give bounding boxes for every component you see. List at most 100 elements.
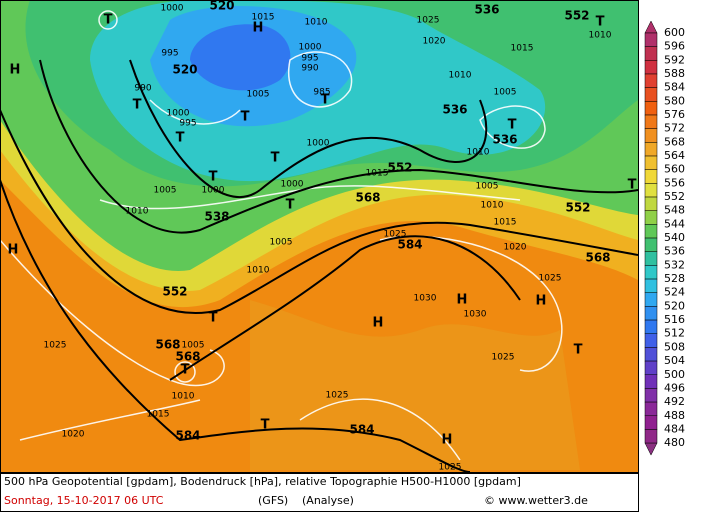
colorbar-label: 540 [664, 231, 685, 244]
colorbar-label: 520 [664, 299, 685, 312]
pressure-center: T [176, 131, 185, 146]
colorbar-label: 588 [664, 67, 685, 80]
caption-credit: © www.wetter3.de [484, 494, 588, 507]
pressure-center: H [536, 294, 547, 309]
colorbar-label: 568 [664, 135, 685, 148]
colorbar-swatch [644, 210, 658, 225]
geopotential-label: 536 [492, 133, 517, 147]
geopotential-label: 568 [585, 251, 610, 265]
colorbar-swatch [644, 196, 658, 211]
pressure-label: 1005 [247, 90, 270, 100]
pressure-label: 1025 [439, 463, 462, 473]
colorbar-label: 524 [664, 286, 685, 299]
pressure-center: H [8, 243, 19, 258]
colorbar-label: 484 [664, 422, 685, 435]
pressure-label: 1025 [492, 353, 515, 363]
geopotential-label: 584 [397, 238, 422, 252]
caption-date: Sonntag, 15-10-2017 06 UTC [4, 494, 164, 507]
pressure-center: T [209, 311, 218, 326]
pressure-center: T [261, 418, 270, 433]
pressure-label: 1000 [307, 139, 330, 149]
pressure-label: 1010 [467, 148, 490, 158]
pressure-center: T [241, 110, 250, 125]
pressure-center: T [321, 93, 330, 108]
colorbar-swatch [644, 128, 658, 143]
geopotential-label: 584 [175, 429, 200, 443]
pressure-label: 1020 [62, 430, 85, 440]
pressure-label: 1005 [182, 341, 205, 351]
colorbar-swatch [644, 224, 658, 239]
colorbar-label: 500 [664, 368, 685, 381]
colorbar-swatch [644, 114, 658, 129]
pressure-label: 1000 [161, 4, 184, 14]
pressure-label: 1010 [449, 71, 472, 81]
pressure-center: T [181, 363, 190, 378]
geopotential-label: 568 [155, 338, 180, 352]
geopotential-label: 568 [355, 191, 380, 205]
colorbar-swatch [644, 169, 658, 184]
pressure-label: 1010 [172, 392, 195, 402]
pressure-center: H [373, 316, 384, 331]
pressure-label: 1000 [281, 180, 304, 190]
colorbar-label: 492 [664, 395, 685, 408]
colorbar-label: 572 [664, 122, 685, 135]
colorbar-label: 516 [664, 313, 685, 326]
pressure-label: 1025 [384, 230, 407, 240]
geopotential-label: 552 [564, 9, 589, 23]
colorbar-label: 528 [664, 272, 685, 285]
pressure-label: 1025 [326, 391, 349, 401]
pressure-label: 1020 [504, 243, 527, 253]
pressure-label: 995 [179, 119, 196, 129]
colorbar-label: 548 [664, 204, 685, 217]
pressure-label: 1005 [154, 186, 177, 196]
colorbar-swatch [644, 374, 658, 389]
pressure-label: 1010 [247, 266, 270, 276]
colorbar-swatch [644, 183, 658, 198]
geopotential-label: 552 [162, 285, 187, 299]
map-field [0, 0, 638, 472]
geopotential-label: 552 [565, 201, 590, 215]
pressure-label: 1025 [539, 274, 562, 284]
colorbar-swatch [644, 333, 658, 348]
colorbar-swatch [644, 415, 658, 430]
colorbar-swatch [644, 46, 658, 61]
geopotential-lines [0, 59, 638, 472]
colorbar-swatch [644, 292, 658, 307]
colorbar-swatch [644, 306, 658, 321]
caption-model: (GFS) [258, 494, 288, 507]
colorbar-swatch [644, 278, 658, 293]
pressure-label: 990 [301, 64, 318, 74]
colorbar-label: 592 [664, 53, 685, 66]
pressure-label: 1015 [511, 44, 534, 54]
colorbar-swatch [644, 251, 658, 266]
colorbar-swatch [644, 237, 658, 252]
caption-run: (Analyse) [302, 494, 354, 507]
pressure-label: 1005 [494, 88, 517, 98]
colorbar-label: 512 [664, 327, 685, 340]
pressure-center: H [442, 433, 453, 448]
colorbar-swatch [644, 87, 658, 102]
pressure-label: 1025 [417, 16, 440, 26]
colorbar-label: 480 [664, 436, 685, 449]
colorbar-swatch [644, 360, 658, 375]
pressure-label: 990 [134, 84, 151, 94]
geopotential-label: 520 [172, 63, 197, 77]
geopotential-label: 538 [204, 210, 229, 224]
pressure-label: 1015 [366, 169, 389, 179]
geopotential-label: 584 [349, 423, 374, 437]
colorbar-label: 544 [664, 217, 685, 230]
caption-title: 500 hPa Geopotential [gpdam], Bodendruck… [4, 475, 521, 488]
pressure-label: 1000 [167, 109, 190, 119]
pressure-center: H [253, 21, 264, 36]
colorbar-swatch [644, 265, 658, 280]
colorbar-label: 508 [664, 340, 685, 353]
geopotential-label: 520 [209, 0, 234, 13]
geopotential-label: 536 [474, 3, 499, 17]
pressure-center: T [209, 170, 218, 185]
pressure-label: 1000 [202, 186, 225, 196]
colorbar-swatch [644, 60, 658, 75]
caption-box [0, 473, 639, 512]
colorbar-swatch [644, 32, 658, 47]
pressure-center: T [104, 13, 113, 28]
pressure-label: 1030 [464, 310, 487, 320]
